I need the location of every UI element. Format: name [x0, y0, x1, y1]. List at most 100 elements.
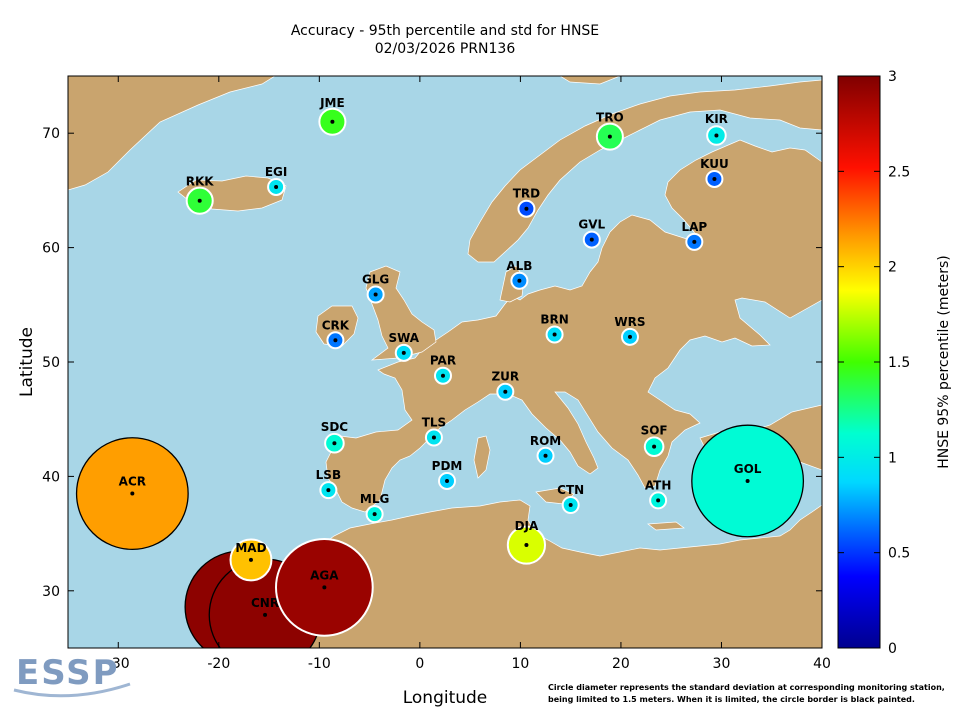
station-center-dot	[524, 543, 529, 548]
station-center-dot	[543, 453, 548, 458]
station-label: PDM	[432, 459, 463, 473]
station-mad: MAD	[229, 538, 273, 582]
axes: -30 -20 -10 0 10 20 30 40 30 40 50 60 70	[42, 76, 831, 672]
station-center-dot	[326, 488, 331, 493]
station-center-dot	[440, 373, 445, 378]
station-brn: BRN	[540, 313, 569, 344]
land-svalbard	[559, 76, 621, 85]
essp-logo: ESSP	[13, 653, 131, 698]
station-center-dot	[330, 119, 335, 124]
station-center-dot	[714, 133, 719, 138]
station-center-dot	[552, 332, 557, 337]
station-center-dot	[607, 134, 612, 139]
colorbar-tick-label: 3	[888, 69, 897, 85]
station-center-dot	[333, 338, 338, 343]
station-center-dot	[524, 206, 529, 211]
station-par: PAR	[430, 354, 456, 385]
station-egi: EGI	[265, 165, 287, 196]
station-label: SDC	[321, 420, 349, 434]
station-label: TRD	[513, 187, 540, 201]
x-tick-label: 10	[511, 656, 529, 672]
colorbar-label: HNSE 95% percentile (meters)	[936, 255, 952, 469]
x-tick-label: 20	[612, 656, 630, 672]
station-rkk: RKK	[185, 175, 214, 215]
station-label: JME	[319, 96, 345, 110]
station-label: KIR	[705, 112, 728, 126]
station-kuu: KUU	[700, 157, 729, 188]
station-center-dot	[401, 350, 406, 355]
colorbar-tick-label: 1	[888, 450, 897, 466]
x-tick-label: -30	[107, 656, 130, 672]
station-center-dot	[332, 441, 337, 446]
station-label: LSB	[316, 468, 341, 482]
station-center-dot	[248, 557, 253, 562]
station-label: DJA	[515, 519, 539, 533]
station-zur: ZUR	[491, 370, 519, 401]
colorbar-ticks: 0 0.5 1 1.5 2 2.5 3	[838, 69, 910, 657]
station-center-dot	[589, 237, 594, 242]
colorbar	[837, 75, 881, 649]
station-pdm: PDM	[432, 459, 463, 490]
y-tick-label: 30	[42, 584, 60, 600]
station-gol: GOL	[691, 424, 805, 538]
station-crk: CRK	[322, 318, 350, 350]
station-kir: KIR	[705, 112, 728, 146]
y-tick-label: 50	[42, 355, 60, 371]
station-ath: ATH	[645, 478, 671, 510]
land	[68, 76, 822, 648]
station-center-dot	[652, 444, 657, 449]
x-tick-label: 30	[713, 656, 731, 672]
station-sdc: SDC	[321, 420, 349, 454]
station-rom: ROM	[530, 434, 561, 465]
station-gvl: GVL	[578, 218, 606, 249]
station-tls: TLS	[422, 416, 446, 447]
y-tick-label: 70	[42, 126, 60, 142]
colorbar-tick-label: 2	[888, 260, 897, 276]
footnote-line2: being limited to 1.5 meters. When it is …	[548, 695, 915, 704]
station-label: TLS	[422, 416, 446, 430]
essp-logo-text: ESSP	[16, 653, 120, 693]
station-label: ROM	[530, 434, 561, 448]
station-center-dot	[692, 239, 697, 244]
station-swa: SWA	[388, 331, 420, 362]
footnote-line1: Circle diameter represents the standard …	[548, 683, 945, 692]
station-label: ACR	[119, 475, 146, 489]
x-tick-label: 0	[415, 656, 424, 672]
station-label: WRS	[614, 315, 645, 329]
x-axis-label: Longitude	[403, 688, 488, 708]
station-label: CTN	[557, 483, 584, 497]
station-jme: JME	[318, 96, 347, 136]
station-label: TRO	[596, 111, 624, 125]
station-lap: LAP	[681, 220, 707, 251]
chart-subtitle: 02/03/2026 PRN136	[375, 41, 516, 57]
station-label: AGA	[310, 568, 339, 582]
station-aga: AGA	[275, 538, 374, 637]
y-axis-label: Latitude	[17, 327, 37, 397]
land-corsica-sardinia	[473, 435, 491, 479]
x-tick-label: 40	[813, 656, 831, 672]
land-ireland	[315, 305, 359, 347]
station-center-dot	[197, 198, 202, 203]
station-label: CNR	[251, 596, 279, 610]
station-glg: GLG	[362, 273, 389, 304]
x-tick-label: -10	[308, 656, 331, 672]
station-ctn: CTN	[557, 483, 584, 514]
station-center-dot	[372, 512, 377, 517]
land-crete	[647, 521, 685, 531]
station-lsb: LSB	[316, 468, 341, 500]
station-label: LAP	[681, 220, 707, 234]
station-tro: TRO	[595, 111, 624, 151]
station-label: BRN	[540, 313, 568, 327]
station-label: SWA	[388, 331, 419, 345]
colorbar-tick-label: 2.5	[888, 164, 910, 180]
colorbar-tick-label: 1.5	[888, 355, 910, 371]
station-center-dot	[445, 478, 450, 483]
station-label: GOL	[734, 462, 762, 476]
station-label: PAR	[430, 354, 456, 368]
station-center-dot	[373, 292, 378, 297]
station-center-dot	[656, 498, 661, 503]
station-center-dot	[517, 278, 522, 283]
station-mlg: MLG	[360, 492, 389, 524]
station-sof: SOF	[641, 423, 668, 457]
